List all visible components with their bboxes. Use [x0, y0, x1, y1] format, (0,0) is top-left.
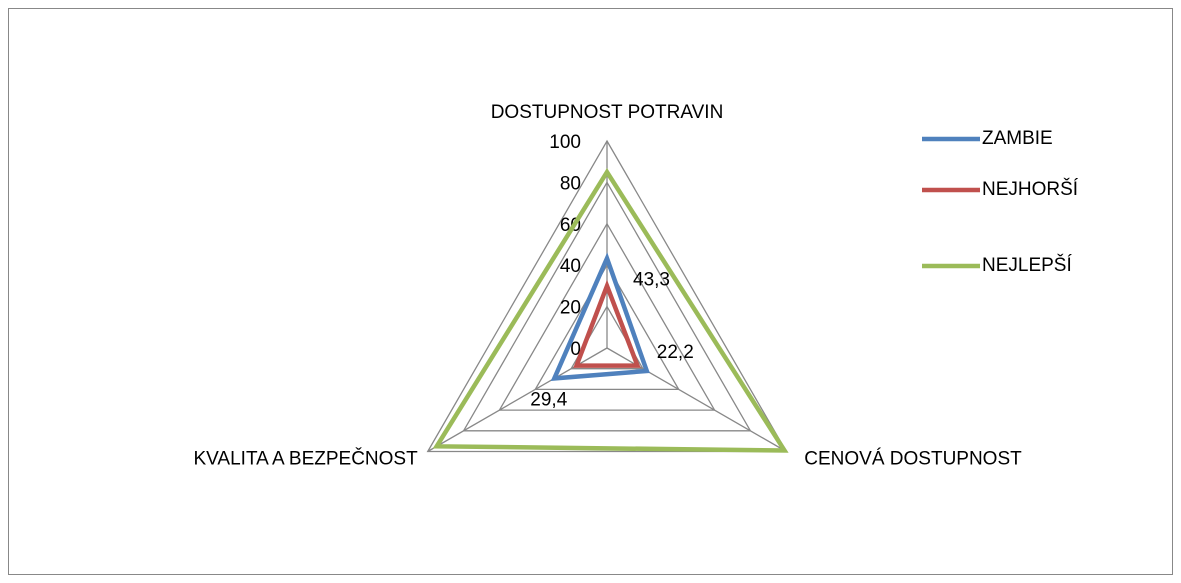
r-tick-label: 40	[560, 256, 581, 277]
category-label: CENOVÁ DOSTUPNOST	[804, 449, 1022, 470]
grid-line	[498, 222, 716, 411]
r-tick-label: 80	[560, 173, 581, 194]
legend-label: ZAMBIE	[982, 128, 1053, 149]
series-line	[432, 167, 789, 453]
r-tick-label: 0	[570, 339, 581, 360]
category-label: KVALITA A BEZPEČNOST	[194, 448, 419, 470]
data-label: 29,4	[530, 389, 567, 410]
category-label: DOSTUPNOST POTRAVIN	[491, 102, 724, 123]
grid-line	[462, 181, 752, 432]
r-tick-label: 100	[549, 132, 581, 153]
data-label: 22,2	[657, 342, 694, 363]
data-label: 43,3	[633, 269, 670, 290]
r-tick-label: 20	[560, 298, 581, 319]
series-line	[550, 252, 650, 381]
grid-line	[426, 139, 788, 453]
series-line	[573, 279, 641, 368]
legend-label: NEJHORŠÍ	[982, 178, 1079, 200]
grid-line	[534, 263, 680, 391]
legend-label: NEJLEPŠÍ	[982, 254, 1072, 276]
